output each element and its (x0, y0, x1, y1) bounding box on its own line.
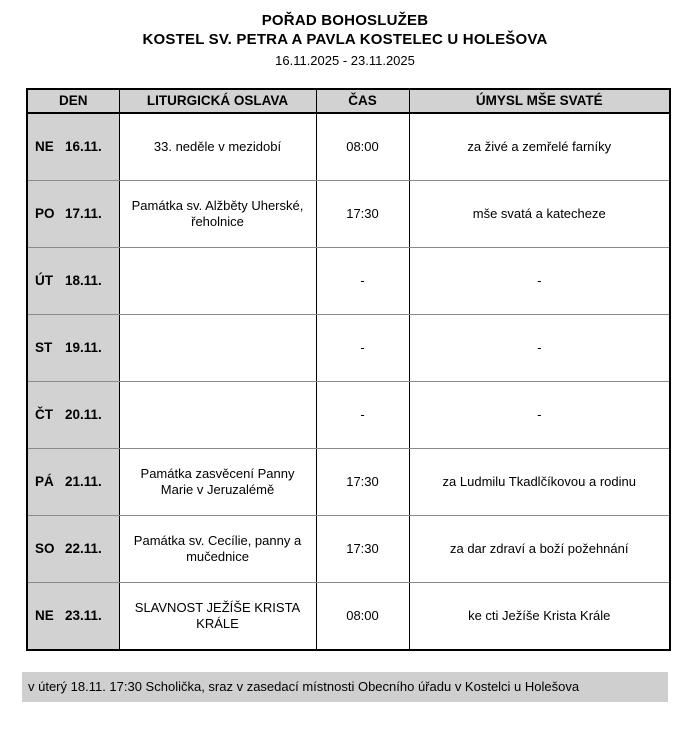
cell-time: - (315, 381, 410, 449)
cell-time: 17:30 (315, 180, 410, 248)
cell-celebration: SLAVNOST JEŽÍŠE KRISTA KRÁLE (118, 582, 317, 651)
day-abbreviation: NE (35, 139, 54, 154)
day-date: 18.11. (65, 273, 102, 288)
cell-time: 08:00 (315, 113, 410, 181)
table-row: ČT 20.11. - - (26, 381, 671, 449)
document-title-secondary: KOSTEL SV. PETRA A PAVLA KOSTELEC U HOLE… (142, 31, 548, 48)
day-date: 23.11. (65, 608, 102, 623)
day-date: 21.11. (65, 474, 102, 489)
day-abbreviation: ČT (35, 407, 53, 422)
table-row: PÁ 21.11. Památka zasvěcení Panny Marie v… (26, 448, 671, 516)
table-row: NE 23.11. SLAVNOST JEŽÍŠE KRISTA KRÁLE 08… (26, 582, 671, 651)
cell-day: ČT 20.11. (26, 381, 120, 449)
column-header-den: DEN (26, 88, 120, 114)
table-row: ÚT 18.11. - - (26, 247, 671, 315)
cell-day: SO 22.11. (26, 515, 120, 583)
cell-celebration: 33. neděle v mezidobí (118, 113, 317, 181)
document-title-primary: POŘAD BOHOSLUŽEB (261, 12, 429, 29)
table-header-row: DEN LITURGICKÁ OSLAVA ČAS ÚMYSL MŠE SVAT… (26, 88, 671, 114)
cell-celebration (118, 247, 317, 315)
table-row: NE 16.11. 33. neděle v mezidobí 08:00 za … (26, 113, 671, 181)
table-row: PO 17.11. Památka sv. Alžběty Uherské, ře… (26, 180, 671, 248)
cell-day: PÁ 21.11. (26, 448, 120, 516)
day-abbreviation: SO (35, 541, 55, 556)
day-date: 22.11. (65, 541, 102, 556)
cell-intention: - (408, 314, 671, 382)
cell-time: 08:00 (315, 582, 410, 651)
cell-day: NE 16.11. (26, 113, 120, 181)
day-date: 19.11. (65, 340, 102, 355)
day-abbreviation: ST (35, 340, 53, 355)
schedule-table-body: NE 16.11. 33. neděle v mezidobí 08:00 za … (26, 113, 671, 651)
day-date: 17.11. (65, 206, 102, 221)
schedule-table-wrapper: DEN LITURGICKÁ OSLAVA ČAS ÚMYSL MŠE SVAT… (26, 88, 671, 651)
cell-time: 17:30 (315, 448, 410, 516)
day-date: 20.11. (65, 407, 102, 422)
cell-time: - (315, 314, 410, 382)
cell-intention: za dar zdraví a boží požehnání (408, 515, 671, 583)
schedule-table-head: DEN LITURGICKÁ OSLAVA ČAS ÚMYSL MŠE SVAT… (26, 88, 671, 114)
cell-intention: ke cti Ježíše Krista Krále (408, 582, 671, 651)
column-header-cas: ČAS (315, 88, 410, 114)
cell-day: PO 17.11. (26, 180, 120, 248)
day-abbreviation: ÚT (35, 273, 53, 288)
table-row: ST 19.11. - - (26, 314, 671, 382)
schedule-table: DEN LITURGICKÁ OSLAVA ČAS ÚMYSL MŠE SVAT… (26, 88, 671, 651)
cell-time: 17:30 (315, 515, 410, 583)
cell-day: ST 19.11. (26, 314, 120, 382)
table-row: SO 22.11. Památka sv. Cecílie, panny a mu… (26, 515, 671, 583)
cell-intention: - (408, 247, 671, 315)
cell-day: NE 23.11. (26, 582, 120, 651)
cell-celebration (118, 314, 317, 382)
cell-celebration: Památka zasvěcení Panny Marie v Jeruzalé… (118, 448, 317, 516)
day-date: 16.11. (65, 139, 102, 154)
cell-day: ÚT 18.11. (26, 247, 120, 315)
column-header-liturgicka-oslava: LITURGICKÁ OSLAVA (118, 88, 317, 114)
cell-celebration (118, 381, 317, 449)
cell-intention: - (408, 381, 671, 449)
cell-time: - (315, 247, 410, 315)
cell-intention: za Ludmilu Tkadlčíkovou a rodinu (408, 448, 671, 516)
cell-celebration: Památka sv. Cecílie, panny a mučednice (118, 515, 317, 583)
cell-intention: za živé a zemřelé farníky (408, 113, 671, 181)
footer-note: v úterý 18.11. 17:30 Scholička, sraz v z… (22, 672, 668, 702)
column-header-umysl: ÚMYSL MŠE SVATÉ (408, 88, 671, 114)
day-abbreviation: PO (35, 206, 55, 221)
document-date-range: 16.11.2025 - 23.11.2025 (275, 53, 415, 68)
day-abbreviation: PÁ (35, 474, 54, 489)
cell-celebration: Památka sv. Alžběty Uherské, řeholnice (118, 180, 317, 248)
cell-intention: mše svatá a katecheze (408, 180, 671, 248)
document-header: POŘAD BOHOSLUŽEB KOSTEL SV. PETRA A PAVL… (0, 0, 690, 71)
day-abbreviation: NE (35, 608, 54, 623)
